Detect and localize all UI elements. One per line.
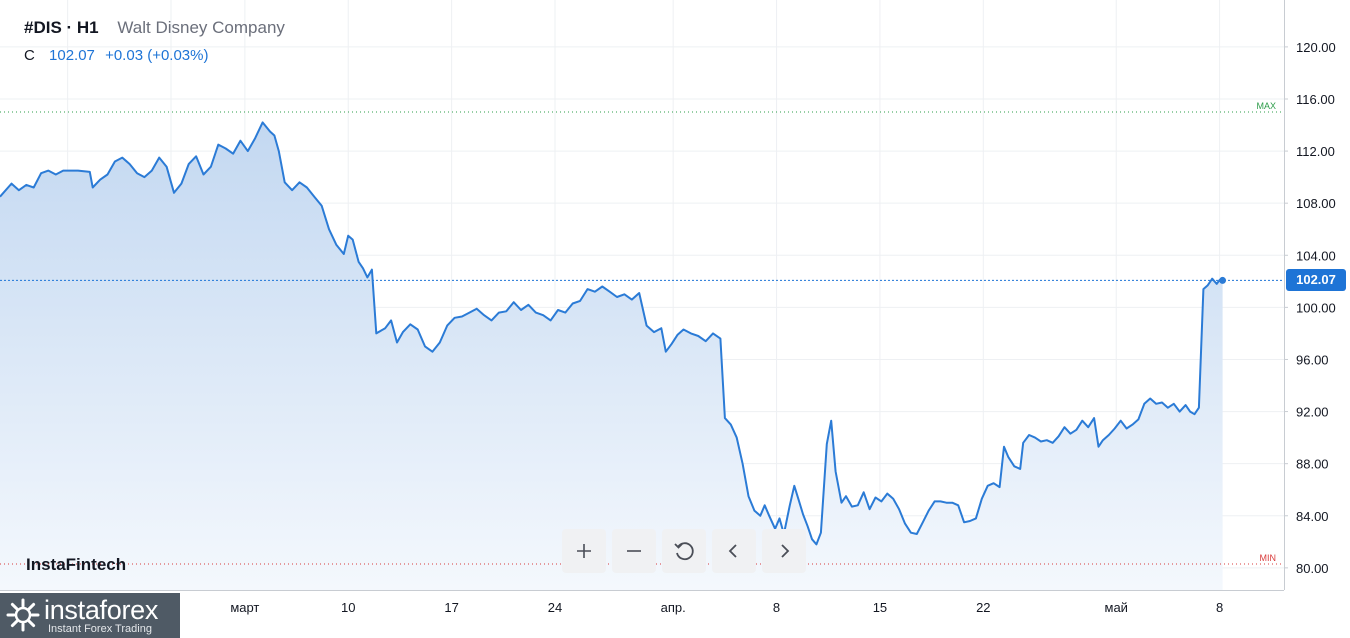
brand-logo-icon bbox=[6, 598, 40, 632]
y-tick-label: 92.00 bbox=[1296, 405, 1329, 420]
company-name: Walt Disney Company bbox=[117, 18, 285, 37]
scroll-right-button[interactable] bbox=[762, 529, 806, 573]
last-price-label: 102.07 bbox=[1286, 269, 1346, 292]
plus-icon bbox=[577, 544, 591, 558]
y-tick-label: 96.00 bbox=[1296, 352, 1329, 367]
chevron-right-icon bbox=[781, 544, 790, 558]
y-tick-label: 80.00 bbox=[1296, 561, 1329, 576]
axes: 120.00 116.00 112.00 108.00 104.00 100.00 96.0… bbox=[0, 0, 1336, 615]
price-line-group bbox=[0, 121, 1227, 546]
reference-lines: MAX MIN bbox=[0, 101, 1284, 565]
price-area-fill bbox=[0, 122, 1223, 591]
y-tick-label: 120.00 bbox=[1296, 40, 1336, 55]
x-tick-label: 17 bbox=[444, 600, 458, 615]
symbol-label: #DIS · H1 bbox=[24, 18, 99, 37]
chevron-left-icon bbox=[728, 544, 737, 558]
y-tick-label: 104.00 bbox=[1296, 248, 1336, 263]
reset-icon bbox=[674, 542, 694, 561]
brand-name: instaforex bbox=[44, 595, 159, 625]
price-line bbox=[0, 121, 1223, 546]
zoom-out-button[interactable] bbox=[612, 529, 656, 573]
y-tick-label: 108.00 bbox=[1296, 196, 1336, 211]
last-price-dot bbox=[1219, 276, 1227, 284]
title-row: #DIS · H1 Walt Disney Company bbox=[24, 18, 285, 38]
change-value: +0.03 (+0.03%) bbox=[105, 47, 209, 64]
watermark: InstaFintech bbox=[26, 555, 127, 574]
x-tick-label: 10 bbox=[341, 600, 355, 615]
x-tick-label: март bbox=[230, 600, 259, 615]
reset-button[interactable] bbox=[662, 529, 706, 573]
x-tick-label: 8 bbox=[1216, 600, 1223, 615]
y-tick-label: 100.00 bbox=[1296, 300, 1336, 315]
price-area bbox=[0, 122, 1223, 591]
brand-tagline: Instant Forex Trading bbox=[48, 623, 152, 635]
price-row: C 102.07 +0.03 (+0.03%) bbox=[24, 47, 285, 64]
x-tick-label: 24 bbox=[548, 600, 562, 615]
scroll-left-button[interactable] bbox=[712, 529, 756, 573]
y-tick-label: 112.00 bbox=[1296, 144, 1335, 159]
x-tick-label: 15 bbox=[873, 600, 887, 615]
x-tick-label: 8 bbox=[773, 600, 780, 615]
instaforex-brand: instaforex Instant Forex Trading bbox=[0, 593, 180, 638]
y-tick-label: 116.00 bbox=[1296, 92, 1335, 107]
y-tick-label: 84.00 bbox=[1296, 509, 1329, 524]
chart-header: #DIS · H1 Walt Disney Company C 102.07 +… bbox=[24, 18, 285, 64]
zoom-in-button[interactable] bbox=[562, 529, 606, 573]
chart-nav-toolbar bbox=[562, 529, 806, 573]
min-label: MIN bbox=[1260, 553, 1277, 563]
y-tick-label: 88.00 bbox=[1296, 457, 1329, 472]
close-prefix: C bbox=[24, 47, 35, 64]
x-tick-label: 22 bbox=[976, 600, 990, 615]
x-tick-label: апр. bbox=[661, 600, 686, 615]
max-label: MAX bbox=[1256, 101, 1276, 111]
close-value: 102.07 bbox=[49, 47, 95, 64]
x-tick-label: май bbox=[1105, 600, 1128, 615]
minus-icon bbox=[627, 550, 641, 552]
